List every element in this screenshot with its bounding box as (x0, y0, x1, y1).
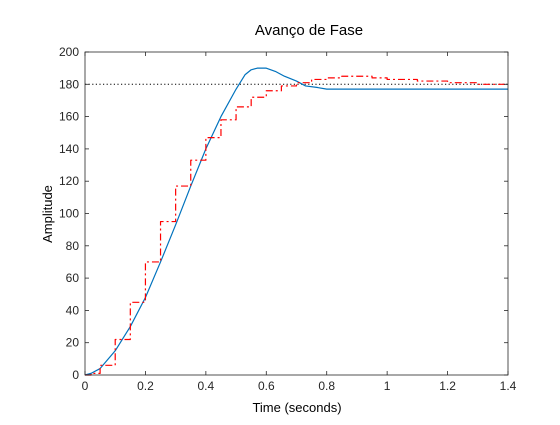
y-tick-label: 20 (66, 336, 80, 350)
y-tick-label: 120 (59, 174, 79, 188)
y-tick-label: 40 (66, 303, 80, 317)
x-tick-label: 0.4 (198, 379, 215, 393)
y-tick-label: 140 (59, 142, 79, 156)
x-tick-label: 0.2 (137, 379, 154, 393)
y-tick-label: 60 (66, 271, 80, 285)
y-tick-label: 180 (59, 77, 79, 91)
x-tick-label: 0 (82, 379, 89, 393)
x-tick-label: 1.2 (439, 379, 456, 393)
x-tick-label: 1.4 (500, 379, 517, 393)
x-axis-label: Time (seconds) (252, 400, 341, 415)
x-tick-label: 1 (384, 379, 391, 393)
plot-background (85, 52, 508, 375)
y-axis-label: Amplitude (40, 185, 55, 243)
y-tick-label: 100 (59, 207, 79, 221)
chart-title: Avanço de Fase (255, 22, 363, 39)
x-tick-label: 0.8 (318, 379, 335, 393)
y-tick-label: 160 (59, 110, 79, 124)
plot-area (85, 52, 508, 375)
y-tick-label: 200 (59, 45, 79, 59)
x-tick-label: 0.6 (258, 379, 275, 393)
y-tick-label: 0 (72, 368, 79, 382)
y-tick-label: 80 (66, 239, 80, 253)
